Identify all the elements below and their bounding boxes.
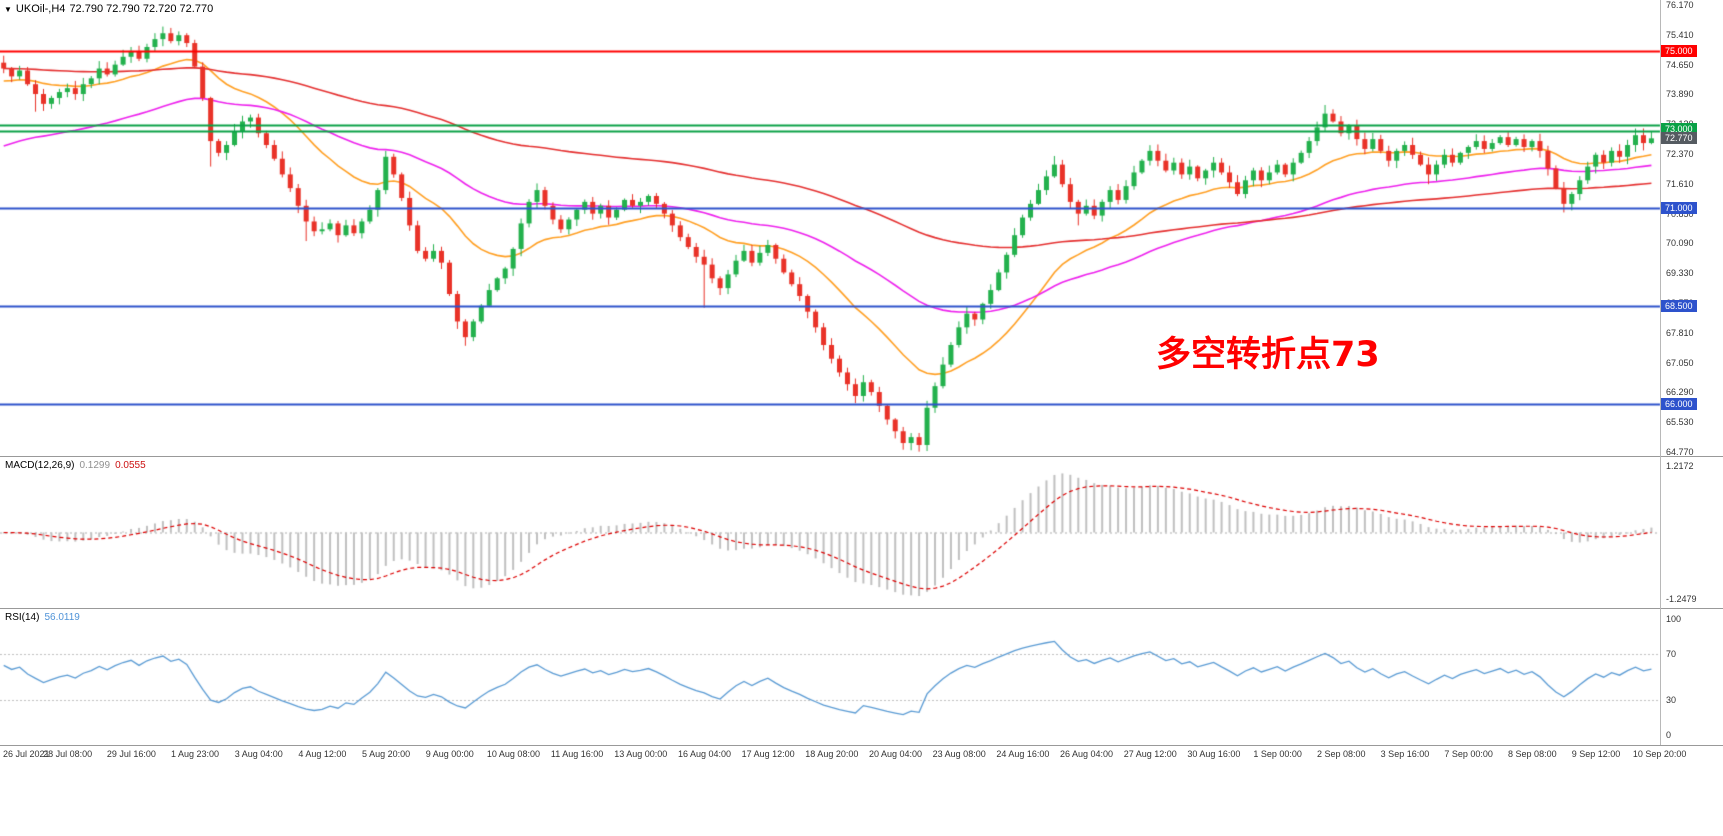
time-axis-label: 29 Jul 16:00 [106,749,156,759]
price-chart-canvas[interactable] [0,0,1723,456]
time-axis-label: 13 Aug 00:00 [614,749,668,759]
time-axis-label: 18 Aug 20:00 [805,749,859,759]
time-axis-label: 3 Aug 04:00 [234,749,283,759]
macd-panel-canvas[interactable] [0,457,1723,608]
time-axis-label: 27 Aug 12:00 [1123,749,1177,759]
time-axis-label: 4 Aug 12:00 [298,749,347,759]
time-axis-label: 11 Aug 16:00 [550,749,604,759]
panel-separator [0,745,1723,746]
chart-title: ▼ UKOil-,H4 72.790 72.790 72.720 72.770 [4,3,217,15]
time-axis-label: 9 Aug 00:00 [425,749,474,759]
rsi-value: 56.0119 [44,612,80,623]
chart-dropdown-icon: ▼ [4,5,12,14]
macd-value-main: 0.1299 [79,460,111,471]
time-axis-label: 8 Sep 08:00 [1508,749,1557,759]
rsi-name: RSI(14) [5,612,40,623]
time-axis-label: 10 Sep 20:00 [1632,749,1687,759]
time-axis-label: 20 Aug 04:00 [868,749,923,759]
time-axis-label: 9 Sep 12:00 [1571,749,1621,759]
time-axis-label: 10 Aug 08:00 [486,749,540,759]
macd-name: MACD(12,26,9) [5,460,75,471]
time-axis-label: 30 Aug 16:00 [1187,749,1241,759]
time-axis-label: 5 Aug 20:00 [362,749,411,759]
axis-separator [1660,0,1661,745]
time-axis-label: 7 Sep 00:00 [1444,749,1493,759]
panel-separator [0,456,1723,457]
time-axis-label: 1 Sep 00:00 [1253,749,1302,759]
time-axis-label: 17 Aug 12:00 [741,749,795,759]
macd-value-signal: 0.0555 [115,460,146,471]
time-axis-label: 16 Aug 04:00 [677,749,731,759]
chart-ohlc-values: 72.790 72.790 72.720 72.770 [69,3,214,15]
time-axis-label: 26 Aug 04:00 [1060,749,1114,759]
chart-symbol-period: UKOil-,H4 [15,3,66,15]
time-axis-label: 28 Jul 08:00 [43,749,93,759]
time-axis-label: 23 Aug 08:00 [932,749,986,759]
macd-indicator-label: MACD(12,26,9) 0.1299 0.0555 [5,460,151,471]
time-axis-label: 26 Jul 2021 [3,749,50,759]
time-axis-label: 24 Aug 16:00 [996,749,1050,759]
chart-annotation-text: 多空转折点73 [1156,335,1380,375]
time-axis-label: 2 Sep 08:00 [1316,749,1366,759]
rsi-indicator-label: RSI(14) 56.0119 [5,612,85,623]
panel-separator [0,608,1723,609]
time-axis-label: 1 Aug 23:00 [171,749,220,759]
time-axis-label: 3 Sep 16:00 [1380,749,1430,759]
rsi-panel-canvas[interactable] [0,609,1723,745]
